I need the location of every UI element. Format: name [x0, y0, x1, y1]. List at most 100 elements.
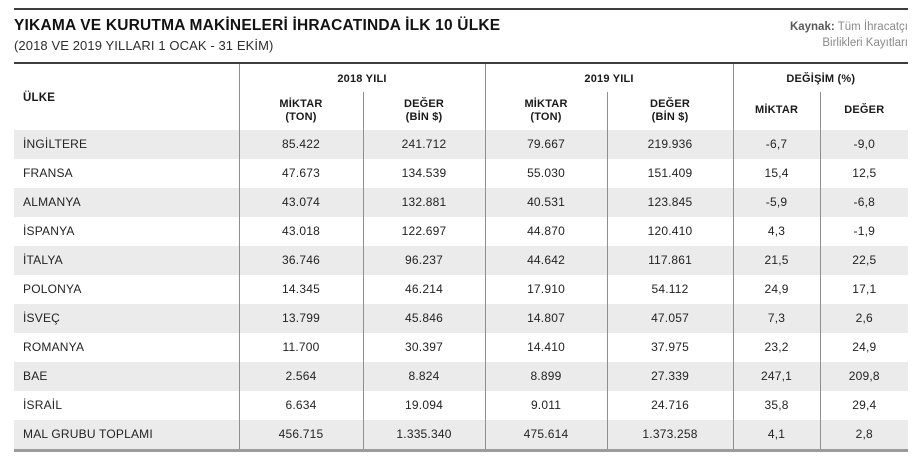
column-group-2019: 2019 YILI	[484, 62, 734, 92]
qty-2019-cell: 475.614	[484, 419, 608, 451]
table-row: BAE 2.564 8.824 8.899 27.339 247,1 209,8	[14, 361, 909, 391]
column-header-2019-val: DEĞER (BİN $)	[606, 91, 734, 130]
title-block: YIKAMA VE KURUTMA MAKİNELERİ İHRACATINDA…	[14, 17, 500, 53]
change-val-cell: 2,8	[819, 419, 909, 451]
column-group-2018: 2018 YILI	[238, 62, 486, 92]
table-header: ÜLKE 2018 YILI 2019 YILI DEĞİŞİM (%) MİK…	[14, 62, 909, 130]
change-qty-cell: 7,3	[732, 303, 821, 333]
change-qty-cell: 4,3	[732, 216, 821, 246]
change-val-cell: -1,9	[819, 216, 909, 246]
table-row: İNGİLTERE 85.422 241.712 79.667 219.936 …	[14, 129, 909, 159]
val-2019-cell: 123.845	[606, 187, 734, 217]
top-rule	[14, 8, 908, 10]
qty-label: MİKTAR	[524, 97, 568, 110]
table-body: İNGİLTERE 85.422 241.712 79.667 219.936 …	[14, 129, 909, 451]
export-stats-table: ÜLKE 2018 YILI 2019 YILI DEĞİŞİM (%) MİK…	[14, 61, 909, 452]
val-2018-cell: 241.712	[362, 129, 486, 159]
column-header-2019-qty: MİKTAR (TON)	[484, 91, 608, 130]
qty-2019-cell: 8.899	[484, 361, 608, 391]
qty-2019-cell: 79.667	[484, 129, 608, 159]
qty-2018-cell: 47.673	[238, 158, 363, 188]
qty-2019-cell: 9.011	[484, 390, 608, 420]
source-text-line2: Birlikleri Kayıtları	[822, 37, 908, 50]
val-2019-cell: 37.975	[606, 332, 734, 362]
header-row: YIKAMA VE KURUTMA MAKİNELERİ İHRACATINDA…	[14, 17, 908, 53]
val-2019-cell: 1.373.258	[606, 419, 734, 451]
val-2018-cell: 19.094	[362, 390, 486, 420]
change-val-cell: 209,8	[819, 361, 909, 391]
table-row-total: MAL GRUBU TOPLAMI 456.715 1.335.340 475.…	[14, 419, 909, 451]
val-2018-cell: 134.539	[362, 158, 486, 188]
country-cell: FRANSA	[14, 158, 239, 188]
table-row: İSRAİL 6.634 19.094 9.011 24.716 35,8 29…	[14, 390, 909, 420]
change-val-cell: -6,8	[819, 187, 909, 217]
change-val-cell: 24,9	[819, 332, 909, 362]
qty-2018-cell: 43.018	[238, 216, 363, 246]
column-header-2018-qty: MİKTAR (TON)	[238, 91, 363, 130]
source-text-line1: Tüm İhracatçı	[837, 21, 908, 33]
val-2019-cell: 117.861	[606, 245, 734, 275]
change-val-cell: 17,1	[819, 274, 909, 304]
val-label: DEĞER	[403, 97, 445, 110]
change-qty-cell: 35,8	[732, 390, 821, 420]
table-row: FRANSA 47.673 134.539 55.030 151.409 15,…	[14, 158, 909, 188]
change-qty-cell: 15,4	[732, 158, 821, 188]
country-cell: ROMANYA	[14, 332, 239, 362]
change-qty-cell: 24,9	[732, 274, 821, 304]
table-row: İTALYA 36.746 96.237 44.642 117.861 21,5…	[14, 245, 909, 275]
qty-2018-cell: 14.345	[238, 274, 363, 304]
qty-2019-cell: 44.870	[484, 216, 608, 246]
val-2018-cell: 8.824	[362, 361, 486, 391]
change-val-cell: -9,0	[819, 129, 909, 159]
header-sub-row: MİKTAR (TON) DEĞER (BİN $) MİKTAR (TON) …	[14, 91, 909, 130]
val-2018-cell: 122.697	[362, 216, 486, 246]
country-cell: İSPANYA	[14, 216, 239, 246]
change-qty-cell: -6,7	[732, 129, 821, 159]
val-2019-cell: 219.936	[606, 129, 734, 159]
header-group-row: ÜLKE 2018 YILI 2019 YILI DEĞİŞİM (%)	[14, 62, 909, 104]
val-2018-cell: 96.237	[362, 245, 486, 275]
val-2019-cell: 151.409	[606, 158, 734, 188]
qty-2018-cell: 36.746	[238, 245, 363, 275]
change-val-cell: 2,6	[819, 303, 909, 333]
qty-2019-cell: 14.807	[484, 303, 608, 333]
qty-2019-cell: 14.410	[484, 332, 608, 362]
table-row: ALMANYA 43.074 132.881 40.531 123.845 -5…	[14, 187, 909, 217]
country-cell: İSRAİL	[14, 390, 239, 420]
qty-2018-cell: 6.634	[238, 390, 363, 420]
column-header-change-qty: MİKTAR	[732, 91, 821, 130]
change-val-cell: 12,5	[819, 158, 909, 188]
column-header-2018-val: DEĞER (BİN $)	[362, 91, 486, 130]
val-unit: (BİN $)	[405, 110, 443, 123]
table-row: İSPANYA 43.018 122.697 44.870 120.410 4,…	[14, 216, 909, 246]
qty-unit: (TON)	[285, 110, 317, 123]
change-qty-cell: -5,9	[732, 187, 821, 217]
country-cell: ALMANYA	[14, 187, 239, 217]
qty-2018-cell: 85.422	[238, 129, 363, 159]
column-group-change: DEĞİŞİM (%)	[732, 62, 909, 92]
val-label: DEĞER	[649, 97, 691, 110]
country-cell: İNGİLTERE	[14, 129, 239, 159]
change-qty-cell: 21,5	[732, 245, 821, 275]
val-2019-cell: 47.057	[606, 303, 734, 333]
val-2018-cell: 46.214	[362, 274, 486, 304]
country-cell: BAE	[14, 361, 239, 391]
val-2018-cell: 1.335.340	[362, 419, 486, 451]
change-qty-cell: 4,1	[732, 419, 821, 451]
country-cell: İTALYA	[14, 245, 239, 275]
val-2019-cell: 120.410	[606, 216, 734, 246]
table-row: İSVEÇ 13.799 45.846 14.807 47.057 7,3 2,…	[14, 303, 909, 333]
qty-2018-cell: 2.564	[238, 361, 363, 391]
change-val-cell: 22,5	[819, 245, 909, 275]
qty-2019-cell: 44.642	[484, 245, 608, 275]
change-val-cell: 29,4	[819, 390, 909, 420]
table-row: ROMANYA 11.700 30.397 14.410 37.975 23,2…	[14, 332, 909, 362]
val-2018-cell: 30.397	[362, 332, 486, 362]
val-2018-cell: 45.846	[362, 303, 486, 333]
qty-2018-cell: 13.799	[238, 303, 363, 333]
table-row: POLONYA 14.345 46.214 17.910 54.112 24,9…	[14, 274, 909, 304]
change-qty-cell: 23,2	[732, 332, 821, 362]
source-note: Kaynak: Tüm İhracatçı Birlikleri Kayıtla…	[790, 17, 908, 51]
column-header-country: ÜLKE	[23, 92, 56, 105]
